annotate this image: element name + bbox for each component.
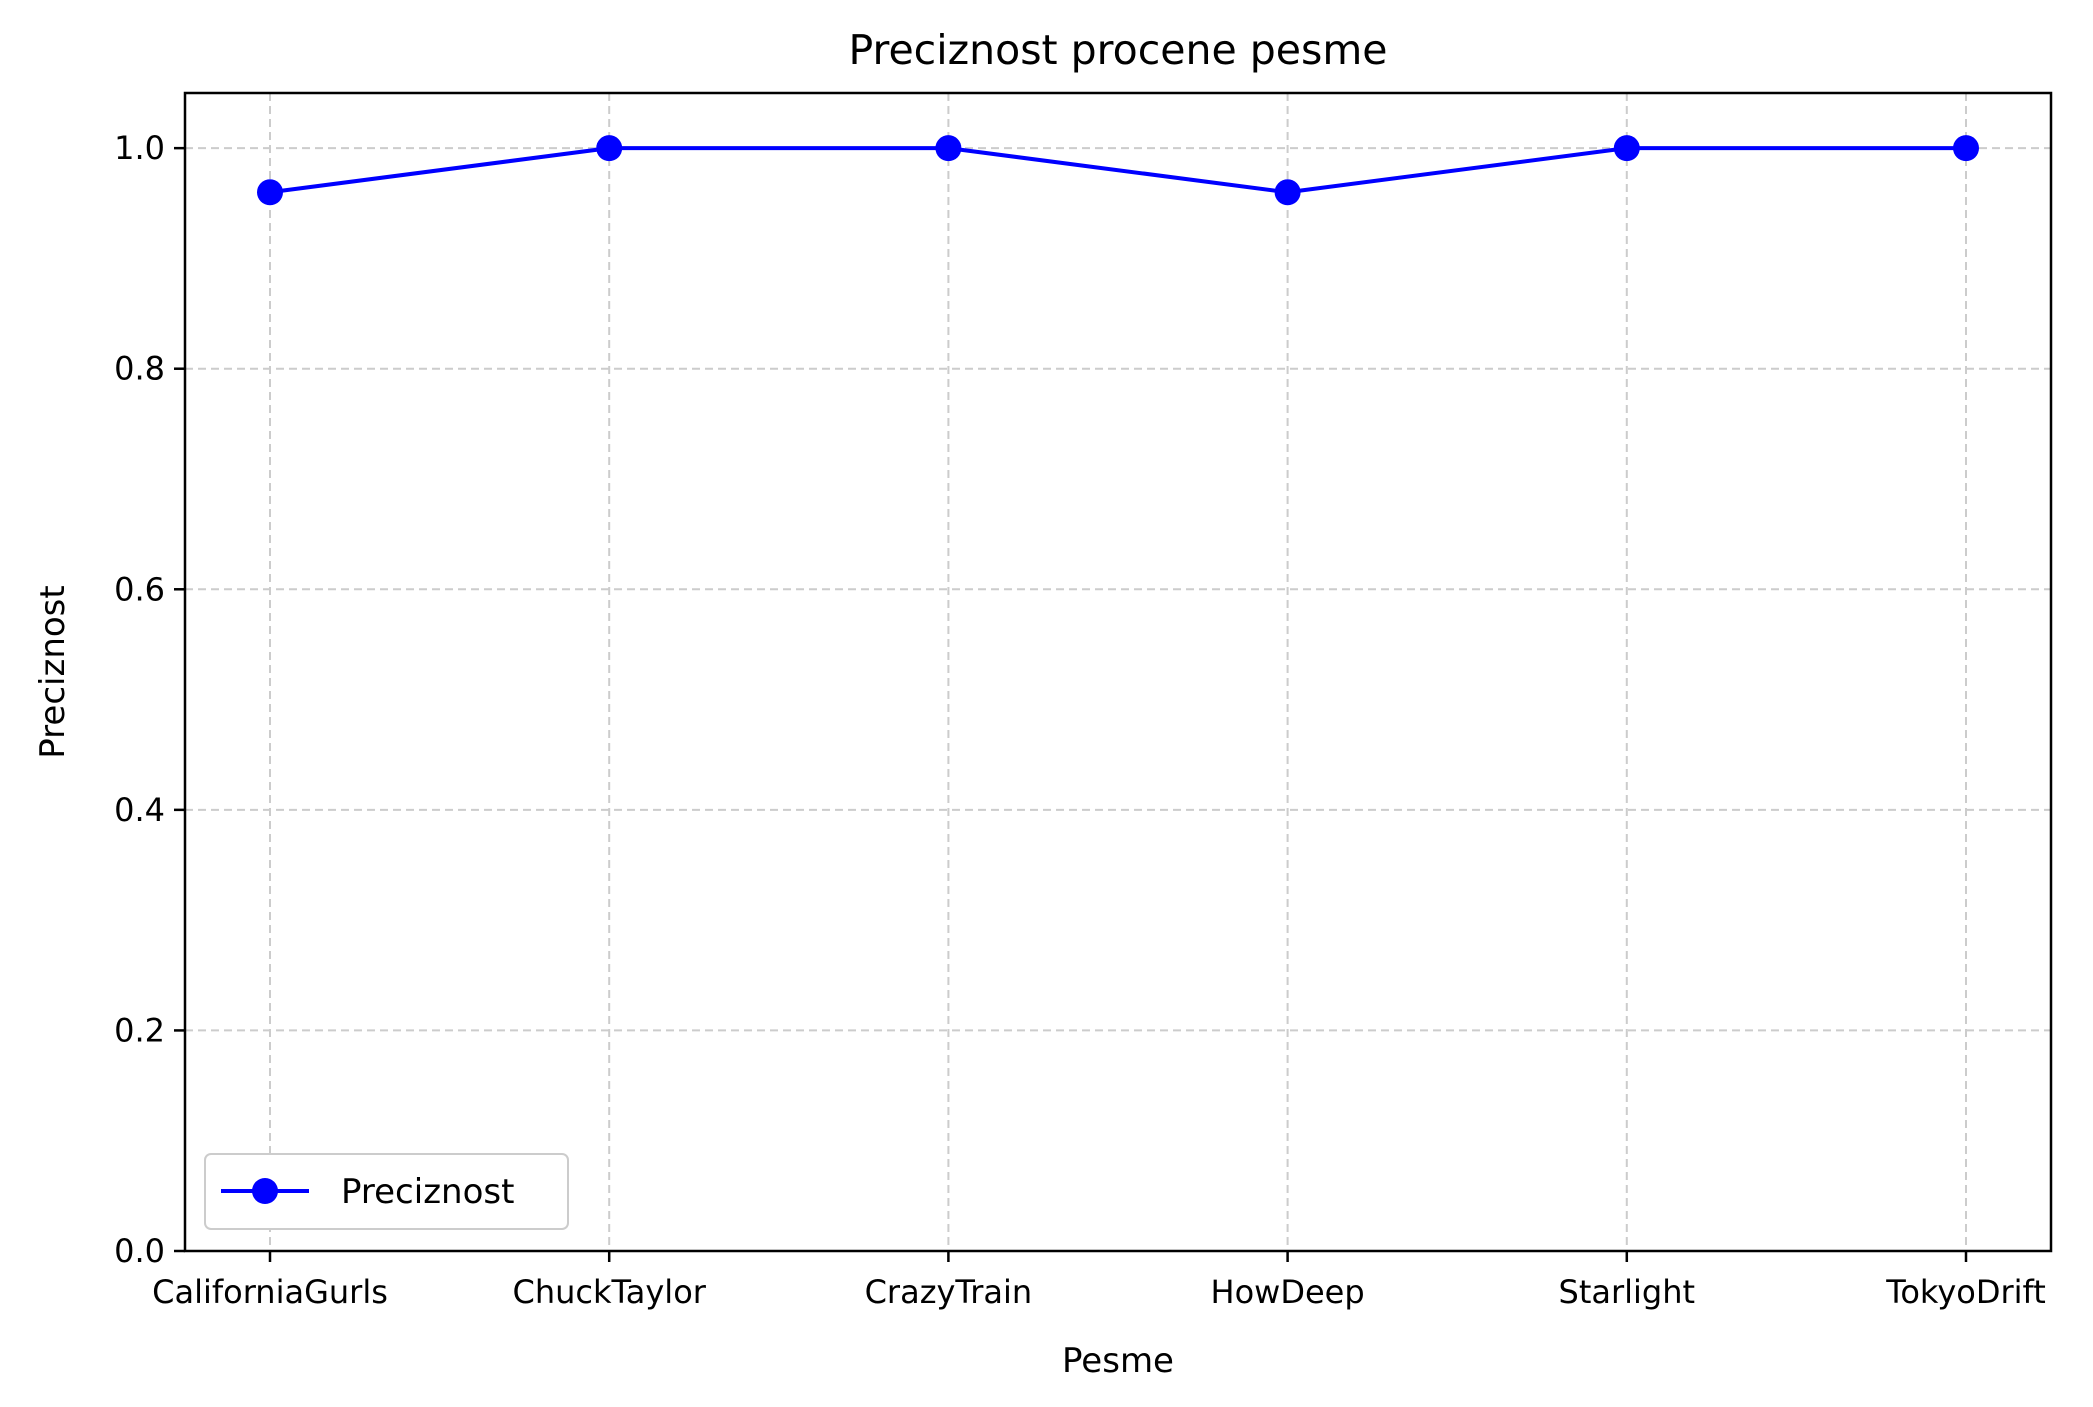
data-point bbox=[1613, 135, 1640, 162]
x-tick-label: ChuckTaylor bbox=[512, 1273, 706, 1311]
x-tick-label: Starlight bbox=[1559, 1273, 1696, 1311]
legend-label: Preciznost bbox=[341, 1172, 514, 1212]
chart-title: Preciznost procene pesme bbox=[848, 26, 1387, 74]
data-point bbox=[1274, 179, 1301, 206]
plot-frame bbox=[183, 91, 2053, 1253]
y-tick-label: 1.0 bbox=[114, 129, 165, 167]
grid bbox=[185, 93, 2051, 1252]
y-tick-label: 0.6 bbox=[114, 570, 165, 608]
y-tick-label: 0.4 bbox=[114, 791, 165, 829]
series-layer bbox=[257, 135, 1979, 206]
legend-box bbox=[204, 1153, 569, 1230]
y-tick-label: 0.2 bbox=[114, 1011, 165, 1049]
y-tick-label: 0.8 bbox=[114, 350, 165, 388]
y-tick-label: 0.0 bbox=[114, 1232, 165, 1270]
legend: Preciznost bbox=[204, 1153, 569, 1230]
data-point bbox=[1953, 135, 1979, 162]
series-line bbox=[269, 146, 1966, 195]
x-tick-label: CaliforniaGurls bbox=[152, 1273, 388, 1311]
legend-marker-sample bbox=[252, 1178, 278, 1204]
data-point bbox=[935, 135, 962, 162]
x-axis-label: Pesme bbox=[1062, 1341, 1174, 1381]
data-point bbox=[257, 179, 283, 206]
ticks: CaliforniaGurls ChuckTaylor CrazyTrain HowD… bbox=[114, 129, 2046, 1311]
y-axis-label: Preciznost bbox=[33, 585, 73, 758]
x-tick-label: TokyoDrift bbox=[1885, 1273, 2046, 1311]
x-tick-label: HowDeep bbox=[1211, 1273, 1365, 1311]
x-tick-label: CrazyTrain bbox=[865, 1273, 1033, 1311]
data-point bbox=[596, 135, 623, 162]
